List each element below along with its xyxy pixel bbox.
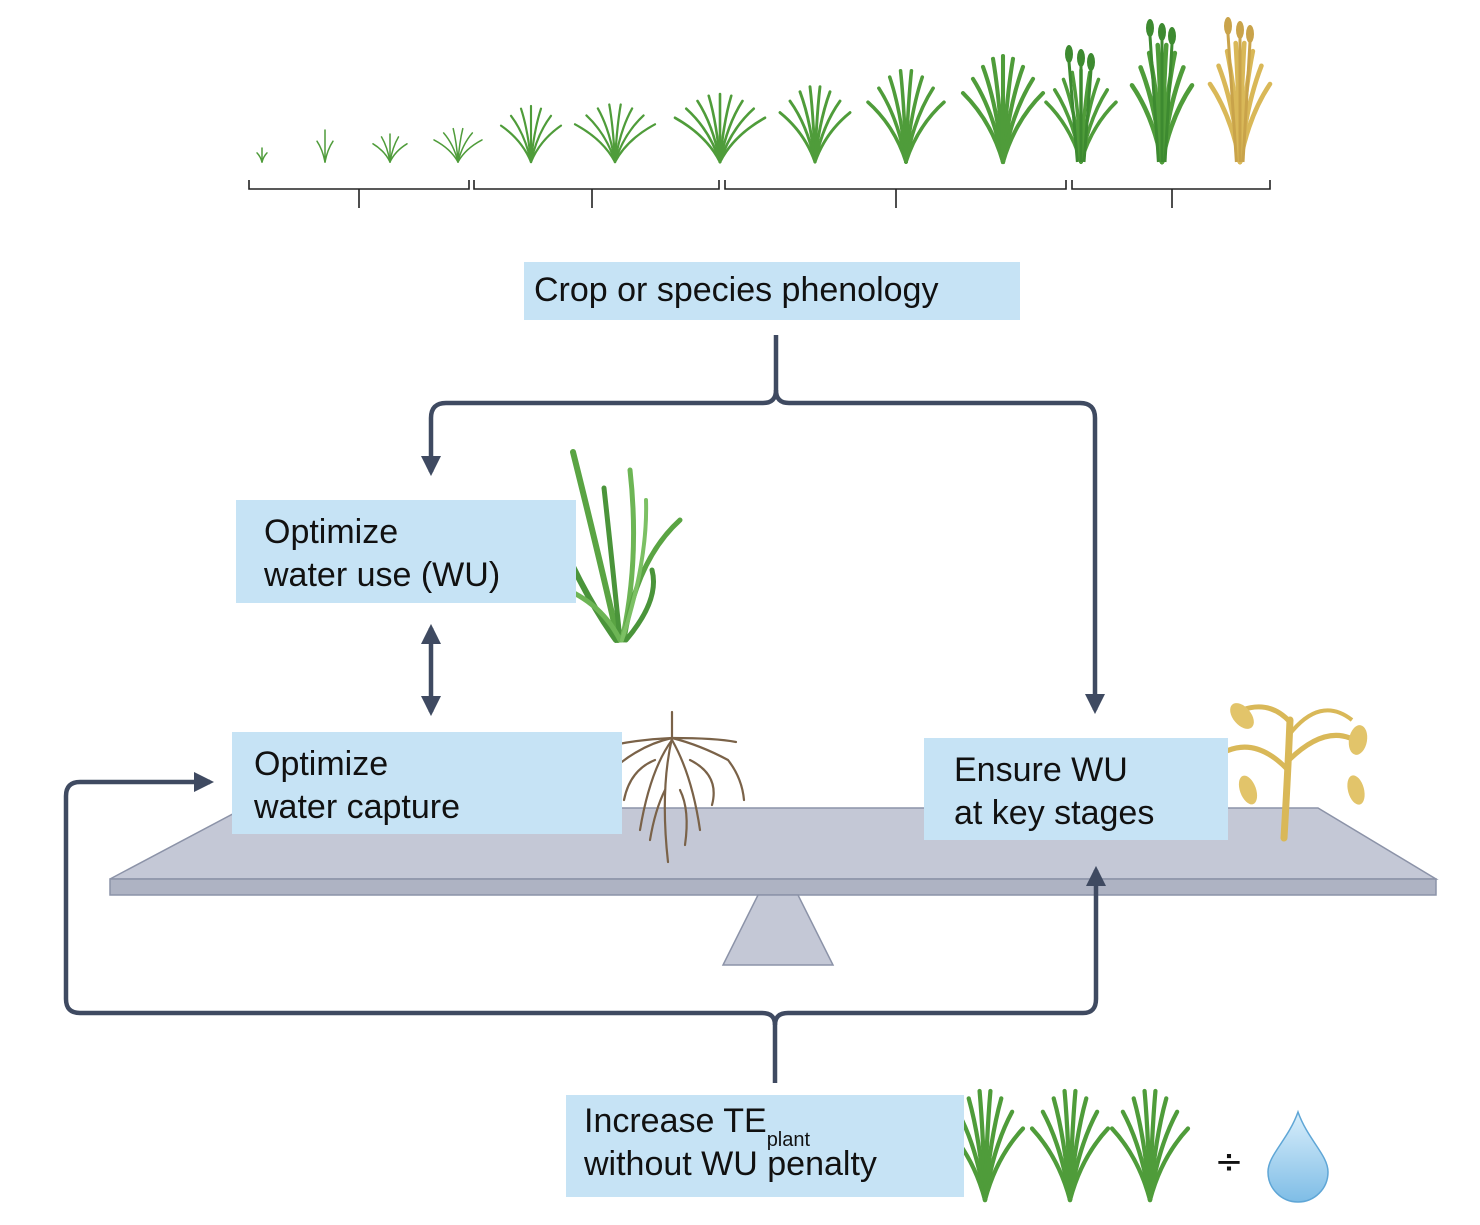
divide-symbol: ÷ xyxy=(1215,1142,1244,1182)
water-capture-line1: Optimize xyxy=(254,745,389,783)
key-stages-box: Ensure WU at key stages xyxy=(924,738,1228,840)
te-main-text: Increase TE xyxy=(584,1102,767,1140)
te-to-key-stages-arrow xyxy=(772,865,1107,1026)
crop-growth-stages-icon xyxy=(256,17,1273,165)
key-stages-line1: Ensure WU xyxy=(954,751,1128,789)
water-use-line2: water use (WU) xyxy=(264,556,501,594)
water-capture-line2: water capture xyxy=(254,788,460,826)
balance-fulcrum xyxy=(721,894,835,966)
water-capture-box: Optimize water capture xyxy=(232,732,622,834)
key-stages-line2: at key stages xyxy=(954,794,1155,832)
phenology-to-key-stages-arrow xyxy=(773,389,1106,715)
water-drop-icon xyxy=(1267,1109,1329,1203)
phenology-label: Crop or species phenology xyxy=(534,271,939,309)
te-box: Increase TEplant without WU penalty xyxy=(566,1095,964,1197)
water-use-box: Optimize water use (WU) xyxy=(236,500,576,603)
growth-stage-brackets xyxy=(248,180,1271,208)
te-line1: Increase TEplant xyxy=(584,1100,811,1151)
seedling-icon xyxy=(944,1088,1191,1203)
phenology-brace-arrow xyxy=(420,335,779,477)
te-brace-arrow xyxy=(63,771,778,1083)
te-subscript: plant xyxy=(766,1129,811,1151)
te-line2: without WU penalty xyxy=(584,1145,877,1183)
water-use-line1: Optimize xyxy=(264,513,399,551)
phenology-box: Crop or species phenology xyxy=(524,262,1020,320)
